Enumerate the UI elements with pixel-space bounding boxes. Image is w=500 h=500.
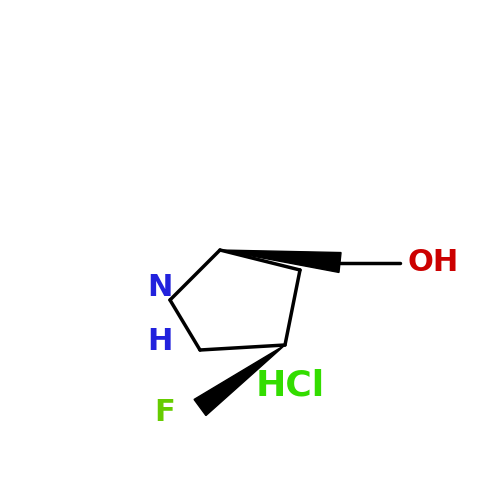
Polygon shape [194, 345, 285, 416]
Polygon shape [220, 250, 341, 272]
Text: OH: OH [408, 248, 459, 277]
Text: HCl: HCl [256, 368, 324, 402]
Text: H: H [148, 328, 172, 356]
Text: F: F [154, 398, 175, 427]
Text: N: N [148, 274, 172, 302]
